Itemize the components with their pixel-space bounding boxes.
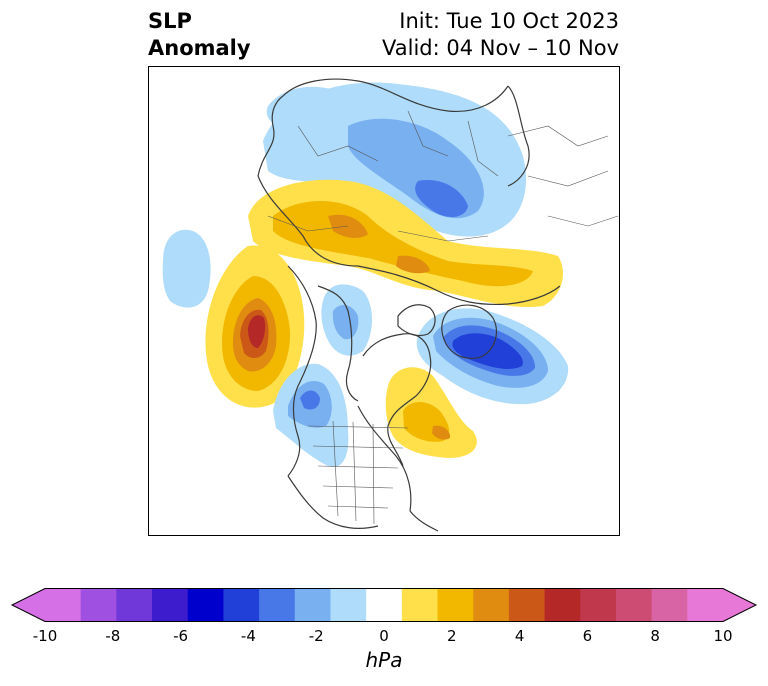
- colorbar-cell: [473, 588, 510, 622]
- colorbar-tick-label: -2: [308, 627, 324, 645]
- map-frame: [148, 66, 620, 536]
- colorbar-tick-label: 6: [582, 627, 593, 645]
- colorbar-tick-label: 2: [447, 627, 457, 645]
- east-canada-high: [385, 367, 477, 458]
- colorbar-cell: [152, 588, 189, 622]
- colorbar-tick-label: -10: [32, 627, 58, 645]
- colorbar-cell: [687, 588, 724, 622]
- colorbar-cell: [45, 588, 82, 622]
- west-canada-low: [273, 363, 349, 467]
- map-title-line2: Anomaly: [148, 36, 251, 60]
- colorbar-cell: [366, 588, 403, 622]
- colorbar-tick-label: 8: [650, 627, 660, 645]
- slp-anomaly-map: [148, 66, 620, 536]
- political-borders: [267, 110, 619, 525]
- colorbar-cell: [437, 588, 474, 622]
- colorbar-tick-label: 10: [713, 627, 733, 645]
- colorbar-cell: [580, 588, 617, 622]
- colorbar-cell: [294, 588, 331, 622]
- siberia-low: [263, 82, 526, 237]
- pacific-high: [205, 245, 305, 408]
- init-date: Init: Tue 10 Oct 2023: [399, 9, 619, 33]
- colorbar: [10, 588, 758, 622]
- colorbar-units: hPa: [365, 648, 403, 672]
- colorbar-cell: [223, 588, 260, 622]
- colorbar-cell: [651, 588, 688, 622]
- coastlines: [257, 78, 561, 532]
- map-title: SLP Anomaly: [148, 8, 251, 62]
- eurasia-high: [248, 179, 563, 308]
- colorbar-tick-label: 0: [379, 627, 389, 645]
- greenland-low: [416, 308, 569, 405]
- colorbar-tick-label: -4: [240, 627, 256, 645]
- colorbar-cell: [187, 588, 224, 622]
- map-title-line1: SLP: [148, 9, 192, 33]
- colorbar-cell: [330, 588, 367, 622]
- colorbar-cell: [508, 588, 546, 622]
- colorbar-cell: [544, 588, 581, 622]
- colorbar-extend-low: [12, 588, 45, 622]
- colorbar-cell: [401, 588, 439, 622]
- colorbar-tick-label: -6: [173, 627, 189, 645]
- colorbar-tick-label: 4: [514, 627, 525, 645]
- central-pacific-low: [162, 229, 211, 308]
- colorbar-extend-high: [723, 588, 756, 622]
- colorbar-cell: [615, 588, 653, 622]
- colorbar-cell: [116, 588, 153, 622]
- colorbar-cell: [259, 588, 296, 622]
- forecast-info: Init: Tue 10 Oct 2023 Valid: 04 Nov – 10…: [382, 8, 619, 62]
- colorbar-tick-label: -8: [105, 627, 121, 645]
- colorbar-cell: [80, 588, 117, 622]
- valid-range: Valid: 04 Nov – 10 Nov: [382, 36, 619, 60]
